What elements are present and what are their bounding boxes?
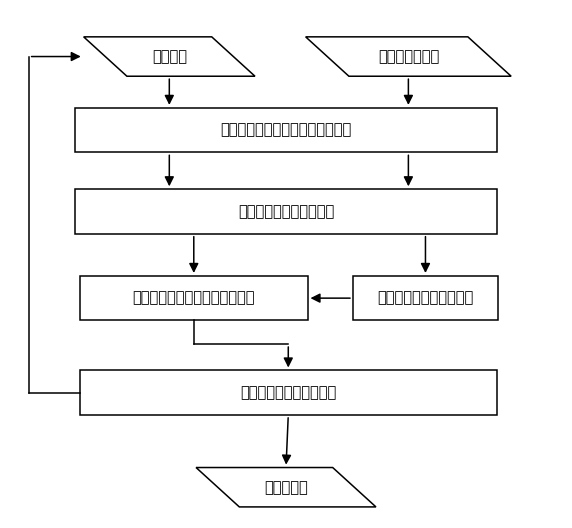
Bar — [76, 108, 496, 153]
Polygon shape — [305, 37, 511, 76]
Text: 建立交通灯形状函数模型: 建立交通灯形状函数模型 — [378, 290, 474, 306]
Polygon shape — [196, 467, 376, 507]
Text: 图像序列: 图像序列 — [152, 49, 187, 64]
Text: 交通灯位置: 交通灯位置 — [264, 480, 308, 495]
Bar — [80, 370, 496, 415]
Text: 将图像从色彩空间转换到灰度空间: 将图像从色彩空间转换到灰度空间 — [220, 122, 352, 138]
Bar — [80, 276, 308, 320]
Polygon shape — [84, 37, 255, 76]
Bar — [353, 276, 498, 320]
Text: 交通灯形状图像: 交通灯形状图像 — [378, 49, 439, 64]
Text: 累加器空间的最大值搜索: 累加器空间的最大值搜索 — [240, 385, 336, 400]
Bar — [76, 189, 496, 234]
Text: 利用交通灯形状函数做空间映射: 利用交通灯形状函数做空间映射 — [133, 290, 255, 306]
Text: 计算图像梯度大小和方向: 计算图像梯度大小和方向 — [238, 204, 334, 219]
